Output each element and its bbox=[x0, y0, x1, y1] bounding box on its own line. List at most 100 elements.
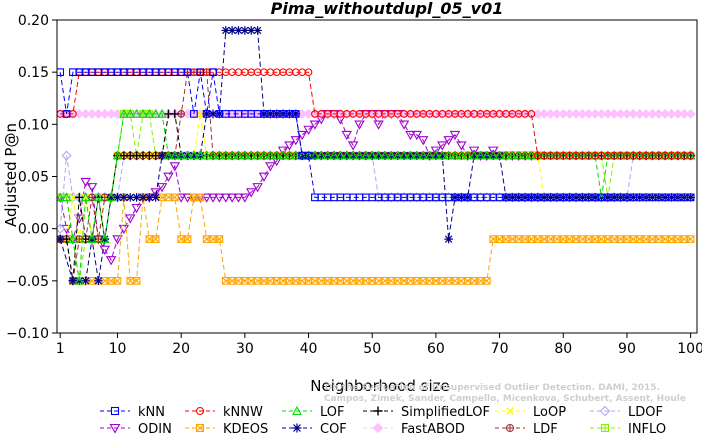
legend-marker bbox=[110, 406, 120, 416]
x-tick-label: 20 bbox=[172, 341, 190, 357]
data-point bbox=[182, 193, 193, 203]
data-point bbox=[296, 130, 308, 141]
data-point bbox=[106, 192, 116, 202]
data-point bbox=[417, 136, 429, 146]
legend-item-inflo: INFLO bbox=[590, 422, 666, 434]
data-point bbox=[246, 150, 256, 160]
data-point bbox=[483, 276, 491, 285]
data-point bbox=[373, 150, 384, 160]
legend-label: LDF bbox=[533, 422, 558, 434]
data-point bbox=[119, 108, 129, 118]
legend-label: kNN bbox=[138, 405, 165, 420]
legend-label: COF bbox=[320, 422, 347, 434]
data-point bbox=[94, 276, 103, 286]
data-point bbox=[87, 234, 97, 243]
legend-marker bbox=[373, 406, 383, 416]
data-point bbox=[629, 193, 638, 202]
data-point bbox=[667, 193, 676, 202]
x-tick-label: 50 bbox=[363, 341, 381, 357]
data-point bbox=[527, 235, 536, 243]
data-point bbox=[398, 120, 410, 130]
y-tick-label: 0.10 bbox=[18, 117, 49, 133]
data-point bbox=[169, 162, 181, 172]
axes: −0.10 −0.05 0.00 0.05 0.10 0.15 0.20 1 10 20 30 40 5… bbox=[6, 13, 702, 357]
data-point bbox=[215, 235, 224, 243]
data-point bbox=[565, 193, 574, 202]
data-point bbox=[234, 26, 243, 35]
data-point bbox=[603, 235, 612, 243]
data-point bbox=[443, 150, 454, 160]
data-point bbox=[367, 151, 377, 160]
data-point bbox=[291, 109, 301, 119]
data-point bbox=[68, 276, 78, 286]
data-point bbox=[208, 150, 218, 160]
legend-marker bbox=[600, 423, 610, 433]
series-knn bbox=[57, 68, 695, 202]
data-point bbox=[487, 146, 499, 156]
series-line bbox=[60, 113, 691, 240]
data-point bbox=[355, 276, 364, 285]
chart-title: Pima_withoutdupl_05_v01 bbox=[271, 0, 504, 18]
data-point bbox=[201, 193, 212, 203]
legend-item-ldf: LDF bbox=[495, 422, 558, 434]
data-point bbox=[469, 151, 479, 160]
legend-item-fastabod: FastABOD bbox=[363, 422, 465, 434]
data-point bbox=[240, 26, 250, 35]
data-point bbox=[99, 245, 111, 255]
data-point bbox=[93, 192, 104, 202]
data-point bbox=[316, 150, 326, 160]
data-point bbox=[399, 150, 409, 160]
data-point bbox=[610, 235, 619, 243]
data-point bbox=[444, 234, 453, 244]
data-point bbox=[202, 110, 211, 118]
x-axis-label: Neighborhood size bbox=[310, 377, 449, 395]
data-point bbox=[348, 150, 358, 160]
data-point bbox=[157, 151, 167, 160]
watermark: On the Evaluation of Unsupervised Outlie… bbox=[324, 383, 686, 404]
data-point bbox=[57, 234, 65, 244]
data-point bbox=[488, 150, 498, 160]
data-point bbox=[57, 68, 65, 77]
data-point bbox=[106, 193, 116, 202]
data-point bbox=[380, 150, 390, 160]
data-point bbox=[86, 183, 98, 193]
data-point bbox=[686, 193, 695, 202]
x-tick-label: 90 bbox=[618, 341, 636, 357]
legend-marker bbox=[505, 423, 515, 433]
data-point bbox=[508, 235, 517, 243]
data-point bbox=[411, 130, 423, 141]
data-point bbox=[686, 151, 695, 160]
data-point bbox=[443, 136, 454, 146]
data-point bbox=[196, 110, 205, 118]
legend-label: KDEOS bbox=[223, 422, 268, 434]
data-point bbox=[157, 108, 167, 118]
legend-label: kNNW bbox=[223, 405, 263, 420]
data-point bbox=[501, 150, 511, 160]
data-point bbox=[304, 68, 313, 77]
legend-label: SimplifiedLOF bbox=[401, 405, 490, 420]
data-point bbox=[494, 150, 505, 160]
data-point bbox=[132, 193, 141, 202]
data-point bbox=[686, 193, 695, 202]
x-tick-label: 80 bbox=[554, 341, 572, 357]
data-point bbox=[81, 193, 90, 202]
legend-marker bbox=[292, 423, 302, 433]
data-point bbox=[329, 150, 339, 160]
data-point bbox=[246, 26, 256, 35]
data-point bbox=[150, 108, 161, 118]
data-point bbox=[437, 151, 447, 160]
data-point bbox=[132, 276, 141, 285]
data-point bbox=[190, 110, 198, 118]
y-tick-label: −0.05 bbox=[6, 274, 49, 290]
data-point bbox=[265, 150, 276, 160]
data-point bbox=[151, 235, 160, 243]
data-point bbox=[259, 150, 269, 160]
data-point bbox=[361, 150, 371, 160]
data-point bbox=[183, 68, 192, 77]
y-tick-label: 0.00 bbox=[18, 222, 49, 238]
legend-label: LOF bbox=[320, 405, 345, 420]
data-point bbox=[322, 150, 333, 160]
legend-item-kdeos: KDEOS bbox=[185, 422, 268, 434]
legend-label: FastABOD bbox=[401, 422, 465, 434]
data-point bbox=[189, 151, 199, 160]
